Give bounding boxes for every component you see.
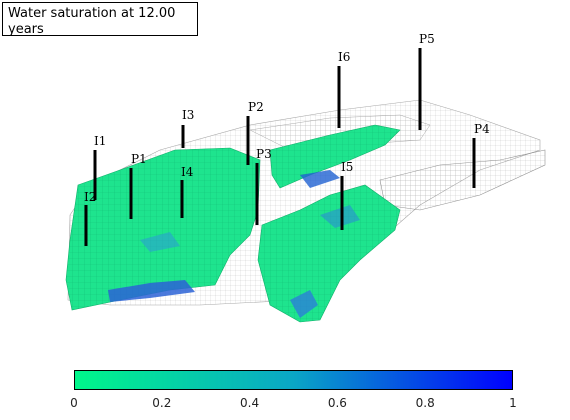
well-i4[interactable]: I4 bbox=[180, 165, 194, 218]
colorbar-tick-0.8: 0.8 bbox=[415, 396, 435, 410]
well-p4[interactable]: P4 bbox=[472, 122, 490, 188]
well-label-p1: P1 bbox=[131, 152, 147, 166]
well-label-i1: I1 bbox=[94, 134, 106, 148]
well-label-p2: P2 bbox=[248, 100, 264, 114]
colorbar bbox=[74, 370, 513, 390]
well-i3[interactable]: I3 bbox=[181, 108, 194, 148]
well-i2[interactable]: I2 bbox=[84, 190, 96, 246]
well-i1[interactable]: I1 bbox=[93, 134, 106, 200]
well-label-p3: P3 bbox=[256, 147, 272, 161]
reservoir-3d-view[interactable]: I1 I2 P1 I3 I4 P2 P3 I5 I6 P5 P4 bbox=[0, 0, 570, 360]
plot-title: Water saturation at 12.00 years bbox=[2, 2, 198, 36]
well-label-p5: P5 bbox=[419, 32, 435, 46]
saturation-surface bbox=[65, 124, 401, 323]
colorbar-tick-0.2: 0.2 bbox=[152, 396, 172, 410]
well-label-i3: I3 bbox=[182, 108, 194, 122]
well-i6[interactable]: I6 bbox=[337, 50, 350, 128]
well-label-i4: I4 bbox=[181, 165, 194, 179]
colorbar-tick-0.4: 0.4 bbox=[240, 396, 260, 410]
well-p2[interactable]: P2 bbox=[246, 100, 264, 165]
well-label-p4: P4 bbox=[474, 122, 490, 136]
colorbar-tick-0: 0 bbox=[70, 396, 78, 410]
well-p3[interactable]: P3 bbox=[255, 147, 272, 225]
well-p1[interactable]: P1 bbox=[129, 152, 147, 219]
colorbar-tick-0.6: 0.6 bbox=[327, 396, 347, 410]
well-i5[interactable]: I5 bbox=[340, 160, 353, 230]
well-label-i6: I6 bbox=[338, 50, 350, 64]
well-label-i5: I5 bbox=[341, 160, 353, 174]
well-p5[interactable]: P5 bbox=[418, 32, 435, 130]
colorbar-tick-1: 1 bbox=[509, 396, 517, 410]
well-label-i2: I2 bbox=[84, 190, 96, 204]
